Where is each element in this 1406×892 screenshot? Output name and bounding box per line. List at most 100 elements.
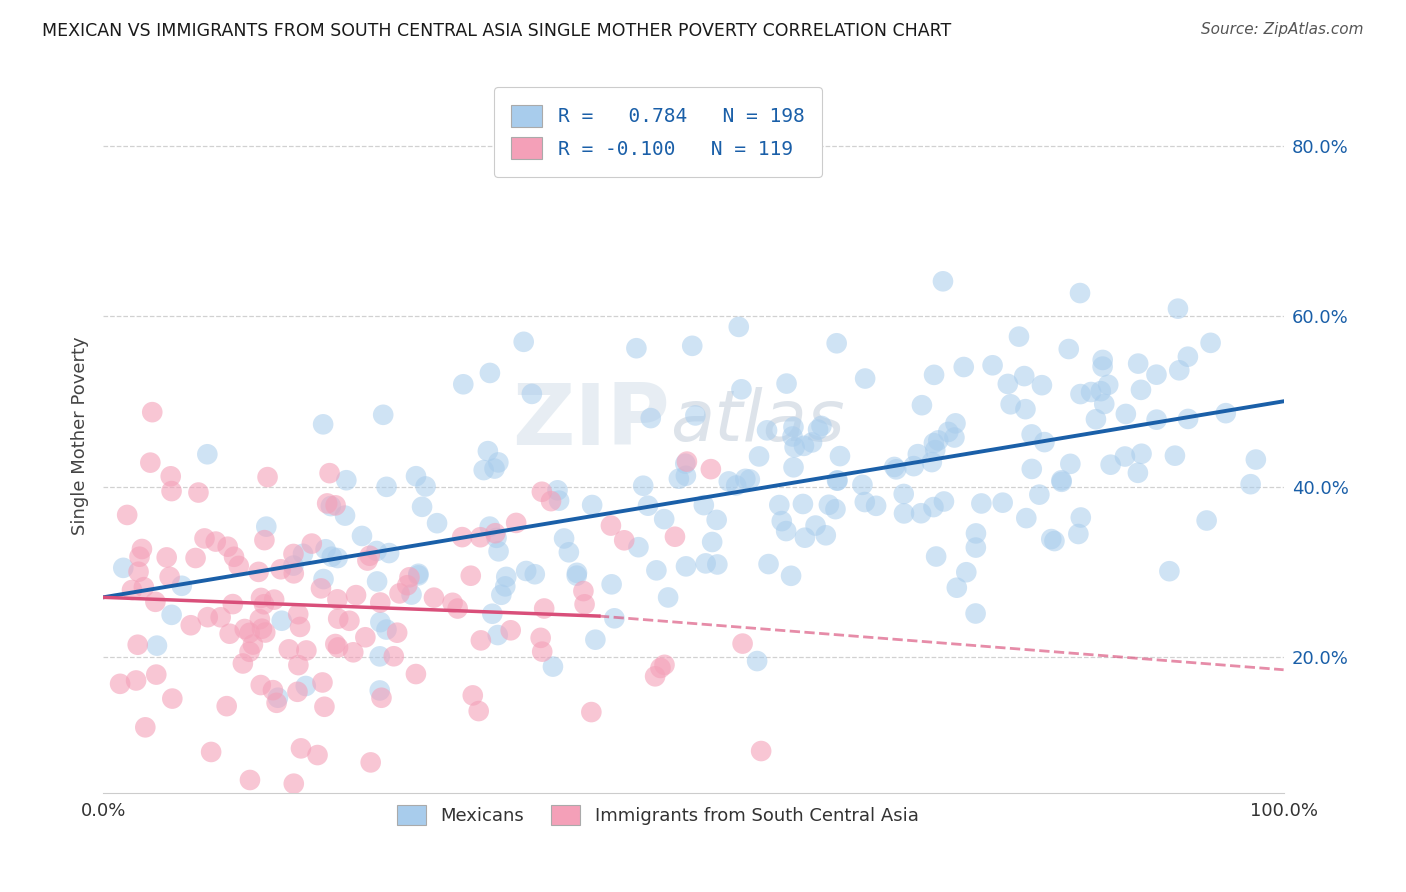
Point (115, 508, 138, 522)
Point (793, 439, 815, 453)
Point (1239, 477, 1261, 491)
Point (574, 597, 596, 611)
Point (613, 533, 636, 548)
Point (851, 478, 873, 492)
Point (572, 584, 595, 599)
Point (1092, 397, 1115, 411)
Point (681, 339, 703, 353)
Point (725, 478, 748, 492)
Point (128, 565, 150, 579)
Point (132, 580, 155, 594)
Point (388, 586, 411, 600)
Point (883, 459, 905, 474)
Point (499, 624, 522, 638)
Point (1195, 514, 1218, 528)
Point (1059, 457, 1081, 471)
Point (749, 744, 772, 758)
Point (1099, 458, 1122, 472)
Point (481, 607, 503, 621)
Y-axis label: Single Mother Poverty: Single Mother Poverty (72, 336, 89, 534)
Point (652, 512, 675, 526)
Point (1090, 384, 1112, 399)
Point (373, 408, 395, 422)
Point (408, 568, 430, 582)
Point (131, 541, 153, 556)
Point (253, 597, 276, 611)
Point (1012, 369, 1035, 384)
Point (775, 524, 797, 538)
Point (943, 430, 966, 444)
Point (325, 499, 347, 513)
Point (256, 470, 278, 484)
Point (640, 411, 662, 425)
Point (738, 472, 761, 486)
Text: atlas: atlas (669, 386, 845, 456)
Point (184, 551, 207, 566)
Point (1008, 329, 1031, 343)
Point (238, 645, 260, 659)
Point (807, 423, 830, 437)
Point (668, 472, 690, 486)
Point (287, 685, 309, 699)
Point (748, 450, 770, 464)
Point (344, 588, 367, 602)
Point (827, 474, 849, 488)
Point (782, 429, 804, 443)
Point (160, 484, 183, 499)
Point (1091, 353, 1114, 368)
Point (295, 643, 318, 657)
Point (398, 570, 420, 584)
Point (325, 637, 347, 651)
Point (540, 494, 562, 508)
Point (1159, 564, 1181, 578)
Point (333, 508, 356, 523)
Point (650, 661, 672, 675)
Point (520, 387, 543, 401)
Point (921, 455, 943, 469)
Point (160, 607, 183, 622)
Point (408, 566, 430, 581)
Point (316, 496, 339, 510)
Point (222, 597, 245, 611)
Point (1021, 427, 1043, 442)
Point (922, 436, 945, 450)
Point (853, 371, 876, 385)
Point (368, 649, 391, 664)
Point (814, 528, 837, 542)
Point (451, 530, 474, 544)
Point (782, 420, 804, 434)
Point (792, 497, 814, 511)
Point (700, 462, 723, 476)
Point (828, 449, 851, 463)
Point (270, 562, 292, 576)
Point (853, 495, 876, 509)
Point (222, 549, 245, 564)
Point (426, 516, 449, 531)
Point (215, 699, 238, 714)
Point (141, 405, 163, 419)
Point (1050, 473, 1073, 487)
Point (247, 565, 270, 579)
Point (693, 498, 716, 512)
Point (312, 417, 335, 432)
Point (287, 658, 309, 673)
Point (470, 530, 492, 544)
Point (342, 645, 364, 659)
Point (565, 568, 588, 582)
Point (1177, 350, 1199, 364)
Point (195, 447, 218, 461)
Point (924, 443, 946, 458)
Point (318, 466, 340, 480)
Point (946, 581, 969, 595)
Point (965, 607, 987, 621)
Point (1069, 387, 1091, 401)
Point (1097, 377, 1119, 392)
Point (375, 623, 398, 637)
Point (523, 567, 546, 582)
Point (631, 479, 654, 493)
Point (997, 376, 1019, 391)
Point (907, 447, 929, 461)
Point (1115, 407, 1137, 421)
Point (706, 558, 728, 572)
Point (645, 563, 668, 577)
